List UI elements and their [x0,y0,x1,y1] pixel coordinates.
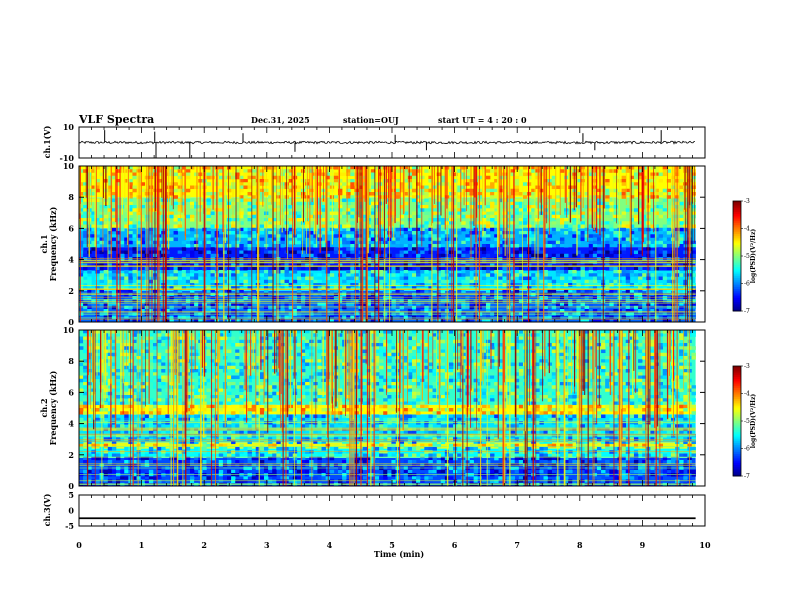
spectrogram-band [79,404,696,415]
ch1-freq-ytick: 2 [68,286,74,296]
station-label: station=OUJ [343,115,399,125]
colorbar-tick: -3 [744,198,750,205]
time-tick-label: 10 [699,540,711,550]
time-tick-label: 3 [264,540,270,550]
ch1-freq-ytick: 8 [68,192,74,202]
colorbar-tick: -4 [744,391,750,398]
ch2-spectrogram-image [79,330,705,487]
ch1-channel-ylabel: ch.1 [39,234,49,253]
ch2-colorbar: -3 -4 -5 -6 -7 log(PSD)(V²/Hz) [732,363,757,480]
start-time-label: start UT = 4 : 20 : 0 [438,115,527,125]
ch1-colorbar: -3 -4 -5 -6 -7 log(PSD)(V²/Hz) [732,198,757,315]
colorbar-label: log(PSD)(V²/Hz) [750,394,757,449]
ch1-spectrogram-panel: 0 2 4 6 8 10 ch.1 Frequency (kHz) [39,161,706,327]
ch1-waveform-line [78,140,695,145]
ch2-freq-ytick: 2 [68,450,74,460]
time-tick-label: 0 [76,540,82,550]
ch2-freq-ytick: 0 [68,481,74,491]
colorbar-tick: -4 [744,226,750,233]
ch1-freq-ytick: 0 [68,317,74,327]
ch1-waveform-trace [78,130,695,158]
ch2-freq-ytick: 4 [68,419,74,429]
ch1-freq-ytick: 6 [68,223,74,233]
ch2-freq-ytick: 10 [63,325,75,335]
ch1-freq-ytick: 4 [68,255,74,265]
time-tick-label: 1 [139,540,145,550]
ch2-freq-ytick: 8 [68,356,74,366]
time-tick-label: 4 [327,540,333,550]
time-tick-label: 6 [452,540,458,550]
ch2-freq-ytick: 6 [68,387,74,397]
ch3-ytick-middle: 0 [68,506,74,516]
ch1-spectrogram-image [79,166,705,323]
ch1-freq-ytick: 10 [63,161,75,171]
time-tick-label: 9 [640,540,646,550]
ch1-freq-ylabel: Frequency (kHz) [48,206,58,281]
colorbar-tick: -6 [744,446,750,453]
ch3-ytick-top: 5 [68,490,74,500]
time-axis: 0 1 2 3 4 5 6 7 8 9 10 [76,127,711,550]
ch1-freq-ticks: 0 2 4 6 8 10 [63,161,705,327]
ch1-ytick-top: 10 [63,122,75,132]
colorbar-tick: -7 [744,308,750,315]
time-tick-label: 8 [577,540,583,550]
ch2-freq-ylabel: Frequency (kHz) [48,370,58,445]
ch2-channel-ylabel: ch.2 [39,398,49,417]
colorbar-label: log(PSD)(V²/Hz) [750,229,757,284]
colorbar-tick: -5 [744,253,750,260]
ch3-ytick-bottom: -5 [65,521,74,531]
time-tick-label: 7 [514,540,520,550]
time-tick-label: 5 [389,540,395,550]
ch1-ytick-bottom: -10 [60,153,75,163]
figure-title: VLF Spectra [78,113,154,126]
ch3-waveform-trace: 0 [68,506,696,520]
colorbar-tick: -5 [744,418,750,425]
spectrogram-band [79,442,696,449]
time-axis-label: Time (min) [374,549,424,559]
colorbar-tick: -3 [744,363,750,370]
colorbar-tick: -7 [744,473,750,480]
colorbar-tick: -6 [744,281,750,288]
date-label: Dec.31, 2025 [251,115,310,125]
ch2-spectrogram-panel: 0 2 4 6 8 10 ch.2 Frequency (kHz) [39,325,706,491]
ch1-volt-ylabel: ch.1(V) [42,125,52,158]
time-tick-label: 2 [201,540,207,550]
ch2-freq-ticks: 0 2 4 6 8 10 [63,325,705,491]
ch3-volt-ylabel: ch.3(V) [42,493,52,526]
